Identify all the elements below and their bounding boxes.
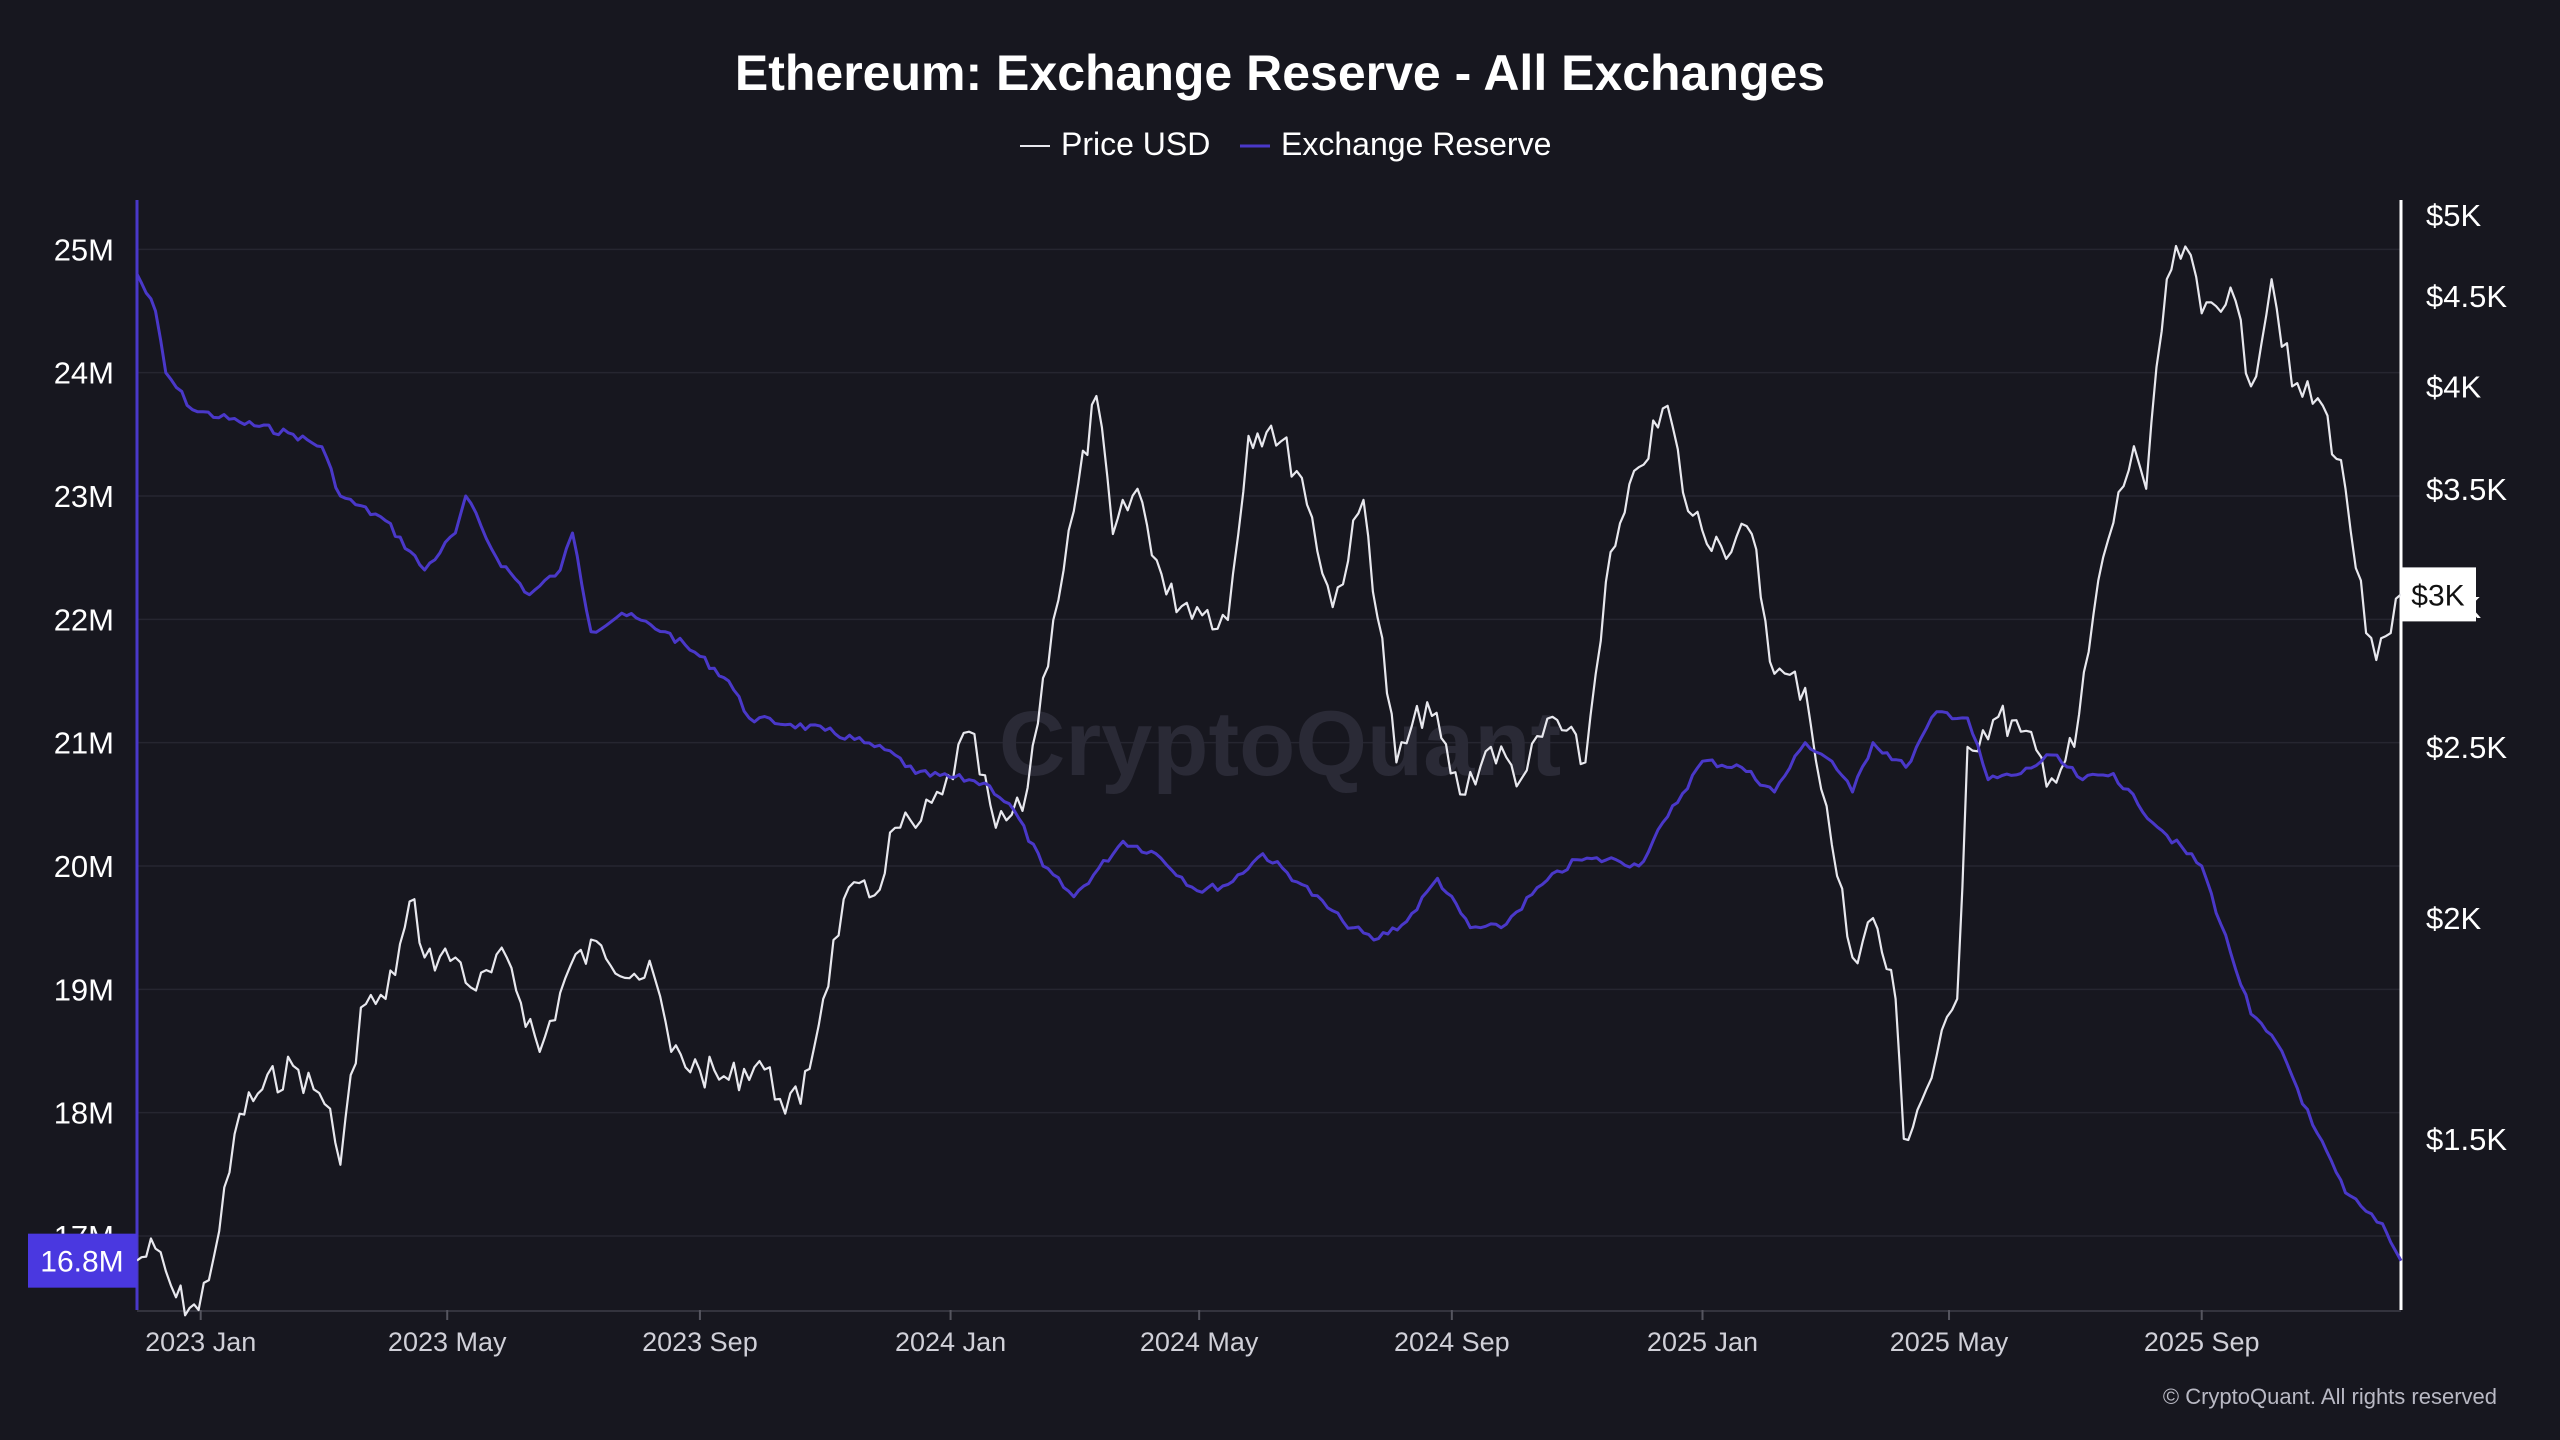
right-tick-label: $4K	[2426, 369, 2481, 404]
left-tick-label: 21M	[54, 726, 114, 761]
copyright-footer: © CryptoQuant. All rights reserved	[2163, 1384, 2497, 1409]
current-value-badges: 16.8M $3K	[28, 567, 2476, 1288]
x-tick-label: 2024 Sep	[1394, 1327, 1510, 1357]
x-axis-ticks: 2023 Jan 2023 May 2023 Sep 2024 Jan 2024 May…	[145, 1310, 2260, 1357]
left-tick-label: 18M	[54, 1096, 114, 1131]
left-tick-label: 19M	[54, 972, 114, 1007]
x-tick-label: 2025 Sep	[2144, 1327, 2260, 1357]
right-tick-label: $2K	[2426, 901, 2481, 936]
legend-price-label: Price USD	[1061, 126, 1210, 162]
x-tick-label: 2025 Jan	[1647, 1327, 1758, 1357]
series-price-line	[136, 244, 2402, 1317]
right-tick-label: $3.5K	[2426, 472, 2507, 507]
x-tick-label: 2025 May	[1890, 1327, 2009, 1357]
legend: Price USD Exchange Reserve	[1020, 126, 1551, 162]
right-tick-label: $2.5K	[2426, 730, 2507, 765]
reserve-current-badge	[28, 1233, 137, 1288]
x-tick-label: 2024 May	[1140, 1327, 1259, 1357]
legend-reserve-label: Exchange Reserve	[1281, 126, 1551, 162]
left-tick-label: 24M	[54, 356, 114, 391]
left-tick-label: 23M	[54, 479, 114, 514]
left-tick-label: 22M	[54, 602, 114, 637]
price-current-label: $3K	[2411, 579, 2464, 612]
right-tick-label: $5K	[2426, 198, 2481, 233]
watermark: CryptoQuant	[999, 693, 1561, 795]
price-current-badge	[2401, 567, 2476, 622]
gridlines	[137, 248, 2401, 1237]
left-axis-ticks: 25M24M23M22M21M20M19M18M17M	[54, 232, 114, 1254]
series-reserve-line	[135, 273, 2403, 1262]
right-tick-label: $4.5K	[2426, 279, 2507, 314]
chart-title: Ethereum: Exchange Reserve - All Exchang…	[735, 45, 1825, 101]
reserve-current-label: 16.8M	[40, 1246, 123, 1279]
x-tick-label: 2024 Jan	[895, 1327, 1006, 1357]
left-tick-label: 20M	[54, 849, 114, 884]
left-tick-label: 25M	[54, 232, 114, 267]
x-tick-label: 2023 Jan	[145, 1327, 256, 1357]
x-tick-label: 2023 May	[388, 1327, 507, 1357]
x-tick-label: 2023 Sep	[642, 1327, 758, 1357]
right-tick-label: $1.5K	[2426, 1122, 2507, 1157]
